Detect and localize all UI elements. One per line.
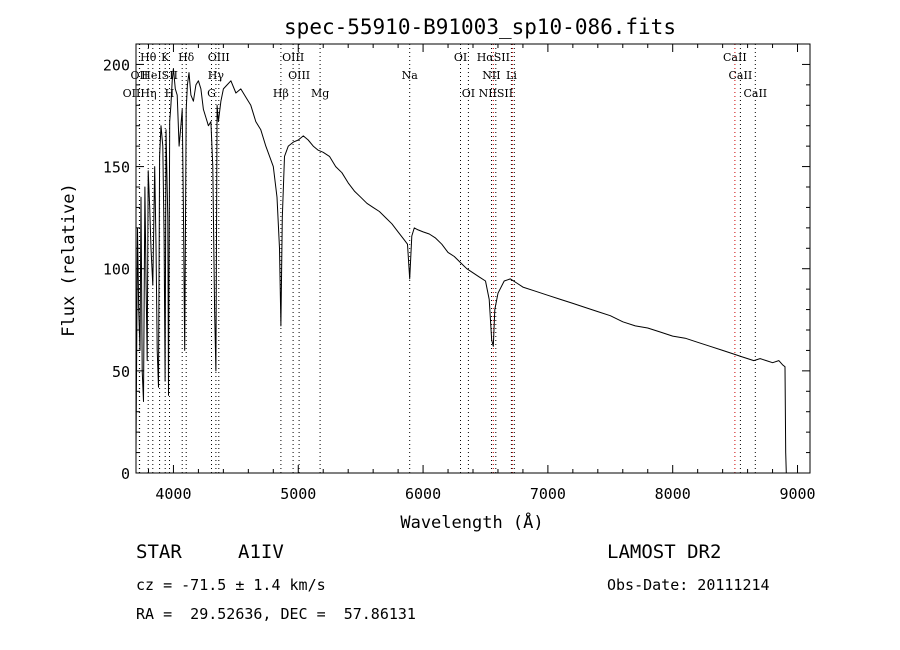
line-label: K: [161, 51, 170, 64]
spectrum-series: [135, 68, 787, 474]
y-tick-label: 100: [103, 261, 130, 279]
line-label: HαSII: [477, 51, 510, 64]
survey-name: LAMOST DR2: [607, 541, 722, 563]
line-label: G: [207, 87, 216, 100]
obs-date: Obs-Date: 20111214: [607, 576, 770, 594]
line-label: Hβ: [273, 87, 289, 100]
y-axis-label: Flux (relative): [59, 183, 79, 337]
line-label: OIIHη: [123, 87, 157, 100]
x-tick-label: 9000: [779, 485, 815, 503]
line-label: NII: [482, 69, 500, 82]
line-label: Hθ: [140, 51, 157, 64]
line-label: OI: [454, 51, 467, 64]
spectrum-line-0: [135, 68, 787, 474]
chart-title: spec-55910-B91003_sp10-086.fits: [284, 15, 676, 39]
line-label: OIII: [288, 69, 310, 82]
line-label: OII: [131, 69, 149, 82]
y-tick-label: 0: [121, 465, 130, 483]
plot-frame: [135, 43, 811, 474]
line-label: Na: [402, 69, 419, 82]
line-label: OIII: [282, 51, 304, 64]
line-label: NIISII: [479, 87, 514, 100]
line-label: H: [165, 87, 175, 100]
line-label: OIII: [208, 51, 230, 64]
x-tick-label: 4000: [155, 485, 191, 503]
coordinates: RA = 29.52636, DEC = 57.86131: [136, 605, 416, 623]
line-label: Li: [506, 69, 517, 82]
object-subclass: A1IV: [238, 541, 284, 563]
line-label: Mg: [311, 87, 329, 100]
line-label: Hδ: [178, 51, 195, 64]
x-tick-label: 6000: [405, 485, 441, 503]
line-label: CaII: [729, 69, 753, 82]
line-label: CaII: [723, 51, 747, 64]
y-tick-label: 50: [112, 363, 130, 381]
redshift-cz: cz = -71.5 ± 1.4 km/s: [136, 576, 326, 594]
line-label: HeISII: [141, 69, 178, 82]
y-tick-label: 150: [103, 159, 130, 177]
object-class: STAR: [136, 541, 182, 563]
axis-ticks: 4000 5000 6000 7000 8000 9000 0 50 100 150 200: [103, 44, 816, 503]
x-tick-label: 7000: [530, 485, 566, 503]
x-tick-label: 8000: [655, 485, 691, 503]
line-label: CaII: [743, 87, 767, 100]
y-tick-label: 200: [103, 56, 130, 74]
x-axis-label: Wavelength (Å): [400, 511, 543, 533]
line-label: OI: [462, 87, 475, 100]
x-tick-label: 5000: [280, 485, 316, 503]
spectral-line-markers: [138, 44, 756, 473]
line-label: Hγ: [208, 69, 225, 82]
